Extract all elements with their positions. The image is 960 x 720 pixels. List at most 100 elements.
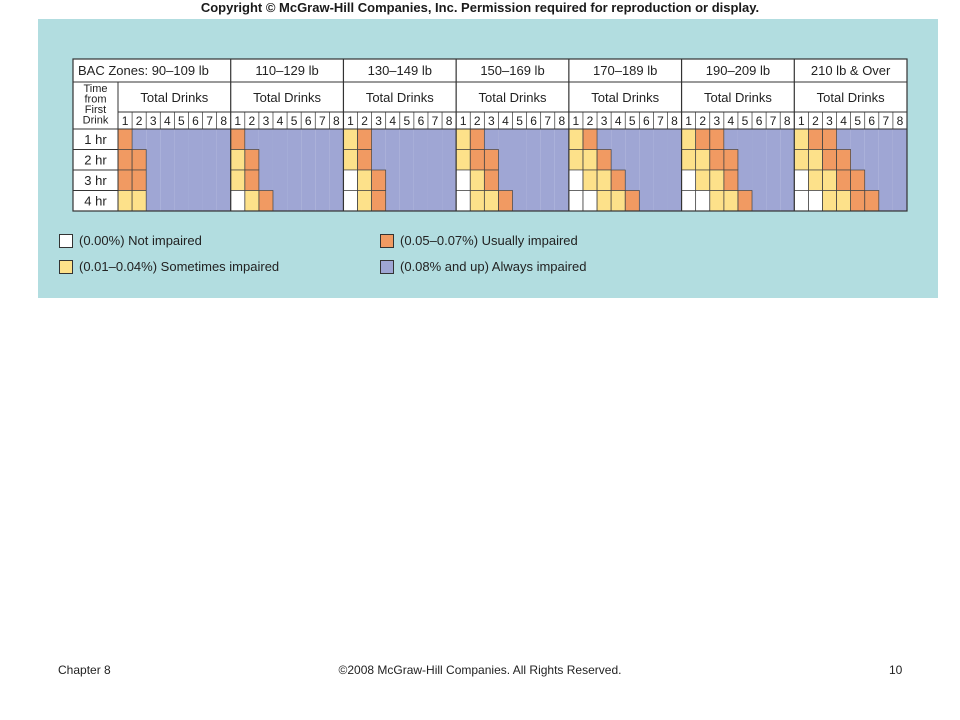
data-cell <box>258 190 273 211</box>
bac-chart-panel: BAC Zones: 90–109 lb Total Drinks 1 2 3 4 5 6 7 8… <box>38 19 938 298</box>
data-cell <box>780 129 795 150</box>
data-cell <box>554 129 569 150</box>
data-cell <box>258 149 273 170</box>
drink-number: 2 <box>587 114 594 128</box>
data-cell <box>709 149 724 170</box>
drink-number: 5 <box>403 114 410 128</box>
data-cell <box>385 149 400 170</box>
data-cell <box>639 170 654 191</box>
data-cell <box>329 149 344 170</box>
footer-rights: ©2008 McGraw-Hill Companies. All Rights … <box>338 663 622 677</box>
drink-number: 1 <box>122 114 129 128</box>
data-cell <box>258 129 273 150</box>
data-cell <box>484 149 499 170</box>
data-cell <box>653 170 668 191</box>
data-cell <box>357 170 372 191</box>
data-cell <box>427 170 443 191</box>
data-cell <box>160 129 175 150</box>
data-cell <box>878 129 893 150</box>
data-cell <box>399 129 414 150</box>
data-cell <box>343 190 358 211</box>
data-cell <box>766 129 781 150</box>
data-cell <box>442 190 457 211</box>
data-cell <box>174 129 189 150</box>
data-cell <box>695 190 710 211</box>
data-cell <box>723 149 738 170</box>
data-cell <box>512 129 527 150</box>
table-border <box>72 58 908 212</box>
data-cell <box>287 149 302 170</box>
legend-label-usually-impaired: (0.05–0.07%) Usually impaired <box>400 233 578 248</box>
data-cell <box>723 190 738 211</box>
data-cell <box>892 129 907 150</box>
data-cell <box>301 129 316 150</box>
data-cell <box>329 129 344 150</box>
data-cell <box>752 170 767 191</box>
data-cell <box>202 190 217 211</box>
data-cell <box>780 149 795 170</box>
data-cell <box>766 190 781 211</box>
total-drinks-label: Total Drinks <box>591 90 659 105</box>
legend-label-not-impaired: (0.00%) Not impaired <box>79 233 202 248</box>
drink-number: 5 <box>629 114 636 128</box>
data-cell <box>850 170 865 191</box>
drink-number: 8 <box>220 114 227 128</box>
data-cell <box>822 149 837 170</box>
legend-not-impaired: (0.00%) Not impaired <box>59 233 202 249</box>
data-cell <box>639 149 654 170</box>
data-cell <box>526 190 541 211</box>
data-cell <box>357 149 372 170</box>
data-cell <box>836 190 851 211</box>
data-cell <box>343 170 358 191</box>
data-cell <box>822 170 837 191</box>
data-cell <box>667 149 682 170</box>
drink-number: 7 <box>432 114 439 128</box>
data-cell <box>808 190 823 211</box>
data-cell <box>484 129 499 150</box>
data-cell <box>597 129 612 150</box>
zone-header-label: BAC Zones: 90–109 lb <box>78 63 209 78</box>
data-cell <box>413 170 428 191</box>
legend-usually-impaired: (0.05–0.07%) Usually impaired <box>380 233 578 249</box>
drink-number: 2 <box>361 114 368 128</box>
data-cell <box>315 149 330 170</box>
drink-number: 5 <box>516 114 523 128</box>
data-cell <box>216 129 231 150</box>
data-cell <box>611 129 626 150</box>
data-cell <box>118 190 133 211</box>
data-cell <box>442 129 457 150</box>
drink-number: 1 <box>685 114 692 128</box>
data-cell <box>413 149 428 170</box>
data-cell <box>287 170 302 191</box>
data-cell <box>146 190 161 211</box>
total-drinks-label: Total Drinks <box>253 90 321 105</box>
drink-number: 4 <box>728 114 735 128</box>
data-cell <box>850 129 865 150</box>
drink-number: 3 <box>601 114 608 128</box>
data-cell <box>442 170 457 191</box>
data-cell <box>244 129 259 150</box>
drink-number: 3 <box>826 114 833 128</box>
data-cell <box>653 190 668 211</box>
data-cell <box>512 149 527 170</box>
data-cell <box>653 149 668 170</box>
data-cell <box>667 170 682 191</box>
data-cell <box>892 170 907 191</box>
legend-swatch-not-impaired <box>59 234 73 248</box>
drink-number: 2 <box>249 114 256 128</box>
data-cell <box>188 149 203 170</box>
total-drinks-label: Total Drinks <box>140 90 208 105</box>
data-cell <box>160 149 175 170</box>
footer-chapter: Chapter 8 <box>58 663 111 677</box>
data-cell <box>709 170 724 191</box>
drink-number: 7 <box>657 114 664 128</box>
copyright-notice: Copyright © McGraw-Hill Companies, Inc. … <box>200 0 760 15</box>
time-header-label: Time <box>83 83 107 95</box>
data-cell <box>272 149 288 170</box>
data-cell <box>146 149 161 170</box>
data-cell <box>258 170 273 191</box>
data-cell <box>456 190 471 211</box>
data-cell <box>554 190 569 211</box>
data-cell <box>132 190 147 211</box>
total-drinks-label: Total Drinks <box>704 90 772 105</box>
